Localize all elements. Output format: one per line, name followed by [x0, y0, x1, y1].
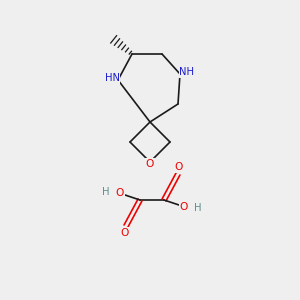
Text: H: H [194, 203, 202, 213]
Text: O: O [121, 228, 129, 238]
Text: NH: NH [179, 67, 194, 77]
Text: O: O [175, 162, 183, 172]
Text: HN: HN [104, 73, 119, 83]
Text: H: H [102, 187, 110, 197]
Text: O: O [116, 188, 124, 198]
Text: O: O [146, 159, 154, 169]
Text: O: O [180, 202, 188, 212]
